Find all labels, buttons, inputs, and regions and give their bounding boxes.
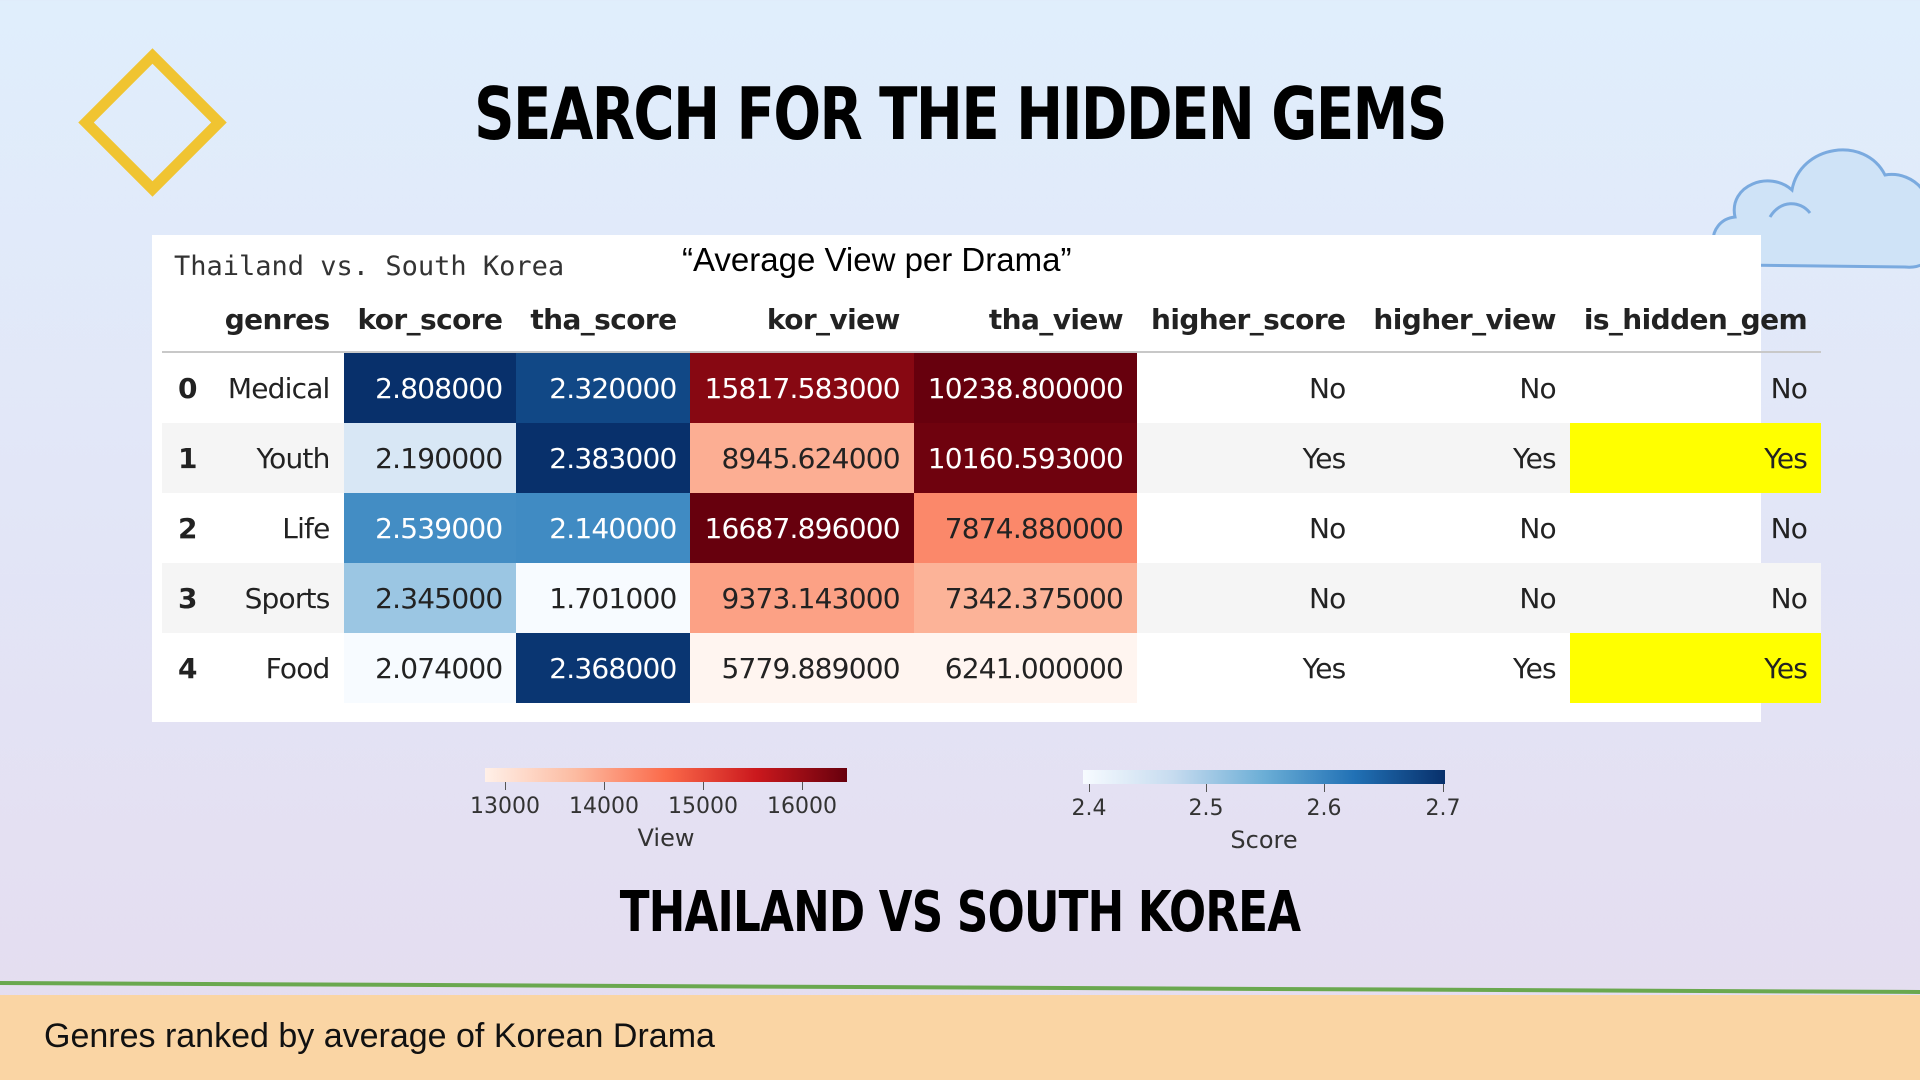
column-header: higher_score xyxy=(1137,288,1360,353)
cell-higher-score: No xyxy=(1137,563,1360,633)
legend-tick-label: 2.6 xyxy=(1306,796,1342,821)
cell-higher-score: No xyxy=(1308,511,1346,545)
cell-kor-view: 15817.583000 xyxy=(690,352,914,423)
column-header: tha_view xyxy=(913,288,1138,353)
cell-kor-score: 2.808000 xyxy=(343,352,517,423)
cell-is-hidden-gem: No xyxy=(1770,511,1808,545)
row-index: 3 xyxy=(162,563,211,633)
row-index: 4 xyxy=(178,651,197,685)
cell-tha-score: 2.383000 xyxy=(516,423,691,493)
cell-genres: Medical xyxy=(227,371,330,405)
table-subtitle: “Average View per Drama” xyxy=(682,241,1072,278)
cell-genres: Food xyxy=(265,651,331,685)
cell-kor-view: 5779.889000 xyxy=(690,633,914,703)
row-index: 2 xyxy=(178,511,197,545)
column-header: higher_view xyxy=(1359,288,1570,353)
cell-higher-view: No xyxy=(1519,371,1556,405)
legend-tick xyxy=(1443,784,1444,792)
cell-higher-score: Yes xyxy=(1302,651,1347,685)
row-index: 1 xyxy=(162,423,211,493)
cell-tha-score: 1.701000 xyxy=(516,563,691,633)
legend-tick xyxy=(1089,784,1090,792)
cell-kor-score: 2.345000 xyxy=(343,563,517,633)
cell-is-hidden-gem: No xyxy=(1770,371,1808,405)
legend-tick-label: 15000 xyxy=(668,794,738,819)
cell-higher-score: No xyxy=(1308,371,1346,405)
cell-higher-view: Yes xyxy=(1513,651,1557,685)
cell-kor-score: 2.074000 xyxy=(343,633,517,703)
cell-kor-score: 2.539000 xyxy=(343,493,517,563)
legend-tick xyxy=(802,782,803,790)
cloud-icon xyxy=(1711,148,1920,269)
column-header: genres xyxy=(210,288,344,353)
legend-tick-label: 14000 xyxy=(569,794,639,819)
legend-tick xyxy=(703,782,704,790)
footer-band: Genres ranked by average of Korean Drama xyxy=(0,995,1920,1080)
column-header: kor_score xyxy=(343,288,517,353)
cell-kor-score: 2.190000 xyxy=(343,423,517,493)
dataframe-panel: Thailand vs. South Korea “Average View p… xyxy=(152,235,1822,722)
table-row: 3 Sports 2.345000 1.701000 9373.143000 7342.3… xyxy=(162,563,1822,633)
slide-title: Search for the Hidden Gems xyxy=(474,72,1447,156)
footer-text: Genres ranked by average of Korean Drama xyxy=(44,1017,715,1055)
cell-higher-view: No xyxy=(1519,511,1556,545)
cell-tha-view: 6241.000000 xyxy=(913,633,1138,703)
legend-tick xyxy=(1206,784,1207,792)
cell-genres: Life xyxy=(282,511,330,545)
cell-genres: Sports xyxy=(210,563,344,633)
table-header-row: genres kor_score tha_score kor_view tha_… xyxy=(162,288,1822,353)
hidden-gems-table: genres kor_score tha_score kor_view tha_… xyxy=(162,288,1822,703)
cell-tha-view: 7342.375000 xyxy=(913,563,1138,633)
index-header xyxy=(162,288,211,353)
cell-is-hidden-gem: Yes xyxy=(1569,633,1822,703)
cell-tha-score: 2.368000 xyxy=(516,633,691,703)
cell-higher-view: Yes xyxy=(1359,423,1570,493)
cell-tha-score: 2.140000 xyxy=(516,493,691,563)
column-header: kor_view xyxy=(690,288,914,353)
view-color-legend: 13000 14000 15000 16000 View xyxy=(470,768,847,858)
view-gradient-bar xyxy=(485,768,847,782)
diamond-shape-icon xyxy=(78,48,227,197)
cell-tha-score: 2.320000 xyxy=(516,352,691,423)
score-gradient-bar xyxy=(1083,770,1445,784)
column-header: tha_score xyxy=(516,288,691,353)
cell-is-hidden-gem: Yes xyxy=(1569,423,1822,493)
cell-higher-score: Yes xyxy=(1137,423,1360,493)
legend-tick xyxy=(1324,784,1325,792)
table-row: 0 Medical 2.808000 2.320000 15817.583000 1023… xyxy=(162,352,1821,423)
cell-kor-view: 9373.143000 xyxy=(690,563,914,633)
legend-tick-label: 2.7 xyxy=(1425,796,1461,821)
cell-genres: Youth xyxy=(210,423,344,493)
table-caption: Thailand vs. South Korea xyxy=(174,251,565,282)
cell-tha-view: 10160.593000 xyxy=(913,423,1138,493)
row-index: 0 xyxy=(178,371,197,405)
accent-line xyxy=(0,981,1920,994)
table-row: 2 Life 2.539000 2.140000 16687.896000 7874.88… xyxy=(162,493,1821,563)
cell-tha-view: 7874.880000 xyxy=(913,493,1138,563)
score-color-legend: 2.4 2.5 2.6 2.7 Score xyxy=(1072,770,1461,860)
legend-tick-label: 16000 xyxy=(767,794,837,819)
cell-kor-view: 8945.624000 xyxy=(690,423,914,493)
table-row: 4 Food 2.074000 2.368000 5779.889000 6241.000… xyxy=(162,633,1822,703)
cell-higher-view: No xyxy=(1359,563,1570,633)
legend-label: View xyxy=(637,824,695,852)
column-header: is_hidden_gem xyxy=(1569,288,1822,353)
legend-tick xyxy=(604,782,605,790)
table-row: 1 Youth 2.190000 2.383000 8945.624000 10160.5… xyxy=(162,423,1822,493)
cell-is-hidden-gem: No xyxy=(1569,563,1822,633)
legend-tick-label: 2.5 xyxy=(1188,796,1224,821)
cell-kor-view: 16687.896000 xyxy=(690,493,914,563)
cell-tha-view: 10238.800000 xyxy=(913,352,1138,423)
legend-label: Score xyxy=(1230,826,1298,854)
legend-tick xyxy=(505,782,506,790)
legend-tick-label: 13000 xyxy=(470,794,540,819)
legend-tick-label: 2.4 xyxy=(1071,796,1107,821)
section-subheading: Thailand vs South Korea xyxy=(619,880,1301,945)
